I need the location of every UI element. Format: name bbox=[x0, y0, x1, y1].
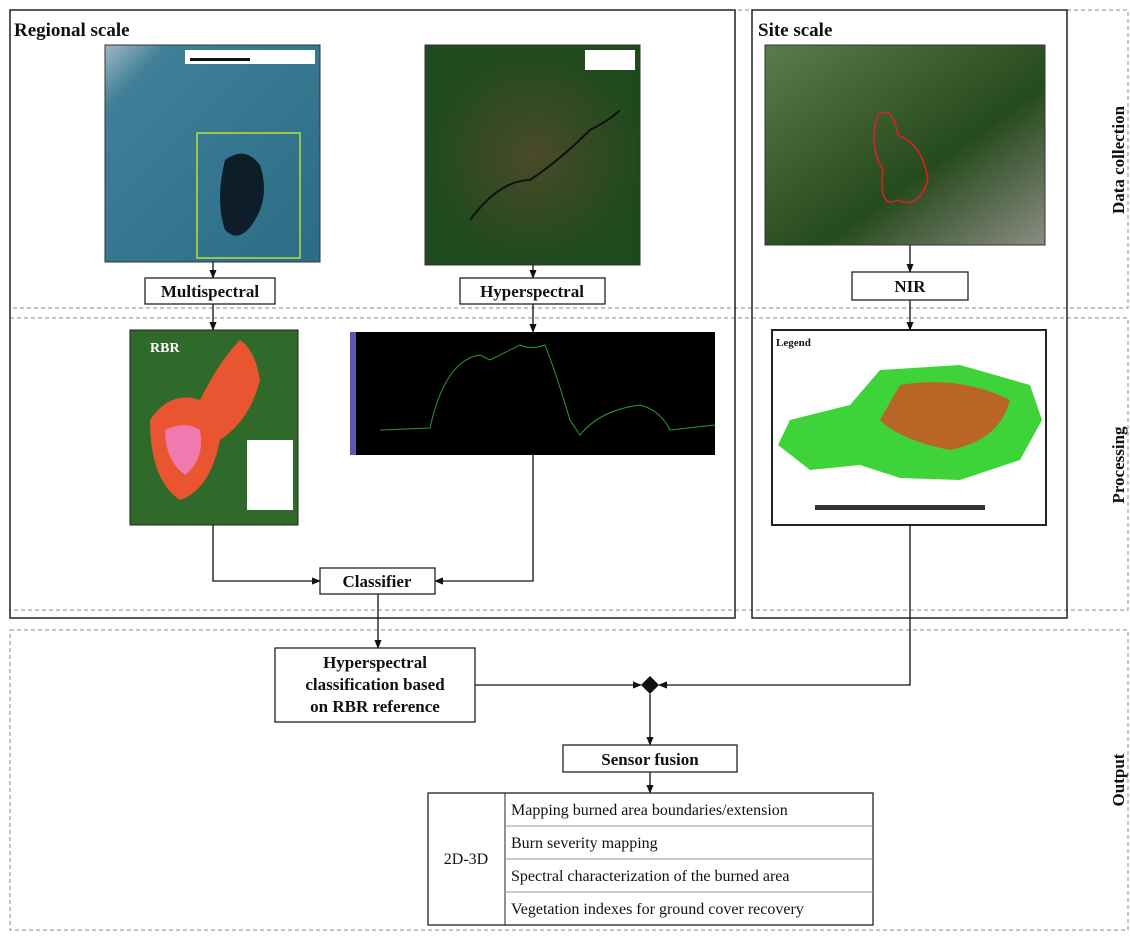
node-box bbox=[459, 277, 606, 305]
spectrum-image bbox=[350, 332, 716, 455]
stage-region bbox=[9, 629, 1129, 931]
node-box bbox=[319, 567, 436, 595]
table-cell: Mapping burned area boundaries/extension bbox=[511, 802, 788, 819]
table-cell: Spectral characterization of the burned … bbox=[511, 868, 790, 885]
node-label: NIR bbox=[894, 277, 926, 296]
node-label: on RBR reference bbox=[310, 697, 440, 716]
hyperspectral-image bbox=[424, 44, 641, 266]
node-box bbox=[144, 277, 276, 305]
node-label: Sensor fusion bbox=[601, 750, 699, 769]
merge-node bbox=[641, 676, 659, 694]
node-label: classification based bbox=[305, 675, 445, 694]
image-label: RBR bbox=[150, 341, 180, 356]
multispectral-image bbox=[104, 44, 321, 263]
panel-title: Site scale bbox=[758, 20, 832, 41]
table-cell: Vegetation indexes for ground cover reco… bbox=[511, 901, 804, 918]
node-box bbox=[274, 647, 476, 723]
stage-label: Output bbox=[1109, 753, 1128, 806]
rbr-image: RBR bbox=[129, 329, 299, 526]
stage-label: Processing bbox=[1109, 426, 1128, 504]
panel-title: Regional scale bbox=[14, 20, 130, 41]
output-table bbox=[427, 792, 874, 926]
node-box bbox=[562, 744, 738, 773]
table-cell: 2D-3D bbox=[444, 851, 488, 868]
node-label: Hyperspectral bbox=[323, 653, 427, 672]
arrow bbox=[658, 525, 911, 689]
arrow bbox=[434, 455, 534, 585]
ndvi-map: Legend bbox=[771, 329, 1047, 526]
node-label: Classifier bbox=[343, 572, 412, 591]
image-label: Legend bbox=[776, 337, 811, 349]
stage-label: Data collection bbox=[1109, 105, 1128, 214]
table-cell: Burn severity mapping bbox=[511, 835, 658, 852]
node-label: Hyperspectral bbox=[480, 282, 584, 301]
site-image bbox=[764, 44, 1046, 246]
arrow bbox=[212, 525, 321, 585]
node-label: Multispectral bbox=[161, 282, 259, 301]
panel bbox=[9, 9, 736, 619]
node-box bbox=[851, 271, 969, 301]
